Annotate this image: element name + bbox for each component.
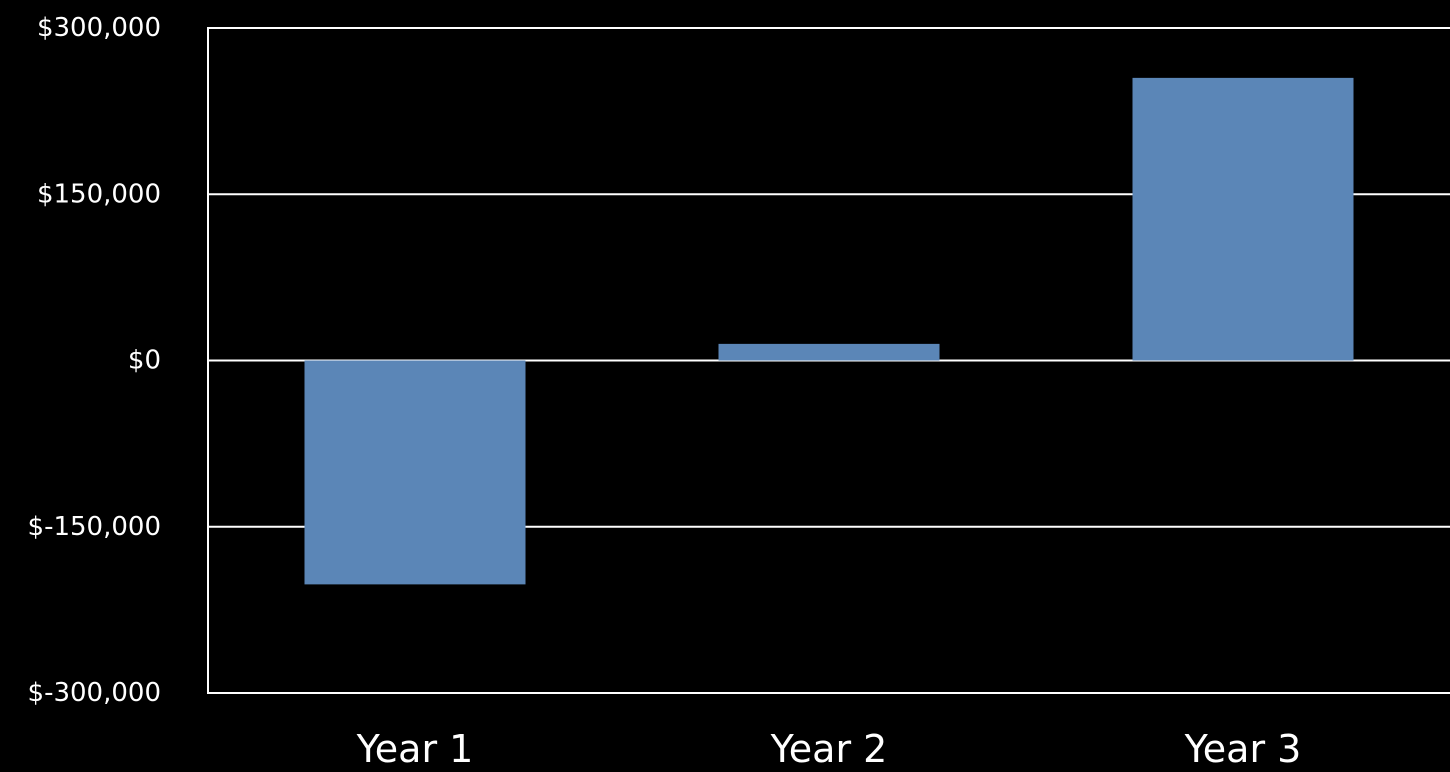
x-category-label: Year 3 (1184, 727, 1302, 771)
y-tick-label: $150,000 (37, 179, 161, 209)
axes (207, 27, 1450, 694)
x-category-label: Year 2 (770, 727, 888, 771)
y-tick-label: $300,000 (37, 13, 161, 43)
y-tick-label: $-300,000 (28, 678, 161, 708)
bar-year-3 (1132, 77, 1354, 361)
x-category-labels: Year 1 Year 2 Year 3 (356, 727, 1302, 771)
x-category-label: Year 1 (356, 727, 474, 771)
bar-year-1 (304, 360, 526, 585)
y-tick-label: $-150,000 (28, 512, 161, 542)
y-tick-labels: $300,000 $150,000 $0 $-150,000 $-300,000 (28, 13, 161, 708)
bar-year-2 (718, 343, 940, 361)
y-tick-label: $0 (128, 346, 161, 376)
bars (304, 77, 1354, 585)
